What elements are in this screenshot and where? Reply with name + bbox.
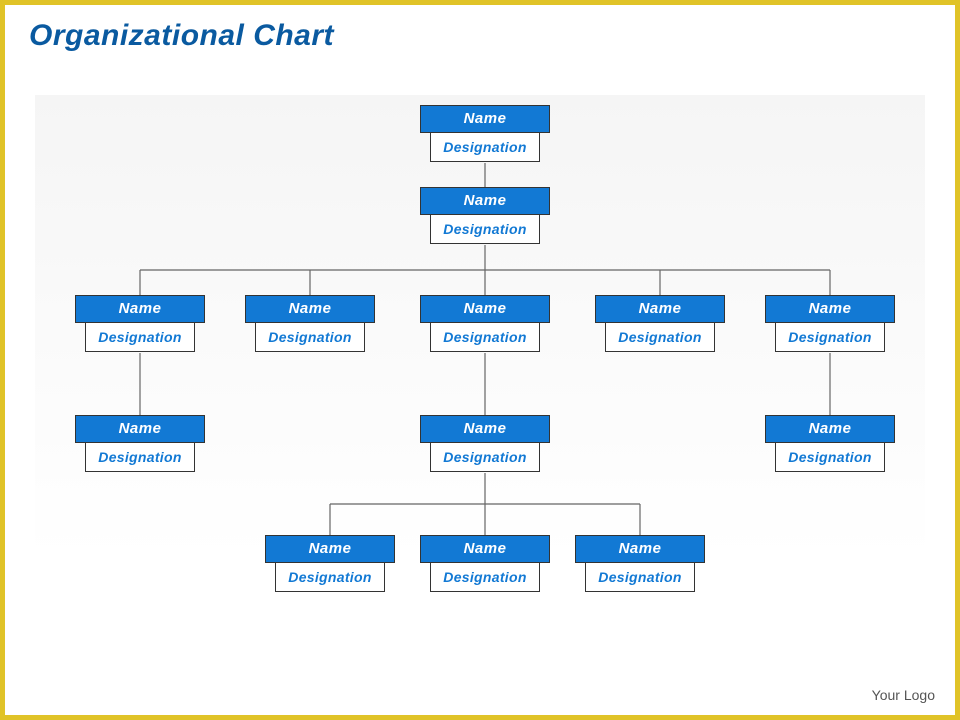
org-node: NameDesignation: [765, 295, 895, 352]
org-node-name: Name: [595, 295, 725, 323]
org-node-name: Name: [420, 105, 550, 133]
org-node: NameDesignation: [75, 415, 205, 472]
org-node-designation: Designation: [85, 322, 195, 352]
org-node: NameDesignation: [575, 535, 705, 592]
org-node: NameDesignation: [75, 295, 205, 352]
org-node-designation: Designation: [430, 322, 540, 352]
org-node: NameDesignation: [420, 105, 550, 162]
org-node-name: Name: [765, 415, 895, 443]
org-node-name: Name: [420, 187, 550, 215]
org-node-name: Name: [75, 295, 205, 323]
org-node: NameDesignation: [420, 535, 550, 592]
org-node-designation: Designation: [430, 442, 540, 472]
org-node-name: Name: [420, 535, 550, 563]
footer-logo-placeholder: Your Logo: [872, 687, 935, 703]
org-node-designation: Designation: [85, 442, 195, 472]
org-node-designation: Designation: [275, 562, 385, 592]
org-node-name: Name: [265, 535, 395, 563]
org-node-name: Name: [75, 415, 205, 443]
org-node-designation: Designation: [605, 322, 715, 352]
org-node-name: Name: [245, 295, 375, 323]
org-node-designation: Designation: [430, 214, 540, 244]
org-node-designation: Designation: [255, 322, 365, 352]
org-node: NameDesignation: [595, 295, 725, 352]
org-node: NameDesignation: [420, 187, 550, 244]
org-node: NameDesignation: [265, 535, 395, 592]
org-node-designation: Designation: [430, 132, 540, 162]
org-node-designation: Designation: [585, 562, 695, 592]
org-node: NameDesignation: [765, 415, 895, 472]
org-node-designation: Designation: [775, 442, 885, 472]
org-chart-canvas: NameDesignationNameDesignationNameDesign…: [35, 95, 925, 675]
org-node-name: Name: [420, 295, 550, 323]
org-node: NameDesignation: [245, 295, 375, 352]
slide-title: Organizational Chart: [5, 5, 955, 63]
slide-frame: Organizational Chart NameDesignationName…: [0, 0, 960, 720]
org-node-name: Name: [420, 415, 550, 443]
org-node: NameDesignation: [420, 295, 550, 352]
org-node-name: Name: [575, 535, 705, 563]
org-node: NameDesignation: [420, 415, 550, 472]
org-node-name: Name: [765, 295, 895, 323]
org-node-designation: Designation: [775, 322, 885, 352]
org-node-designation: Designation: [430, 562, 540, 592]
